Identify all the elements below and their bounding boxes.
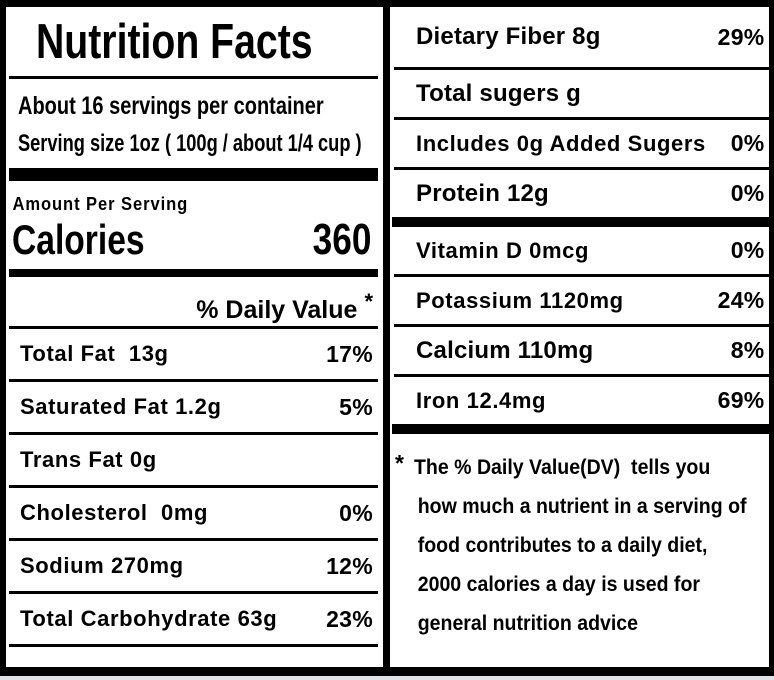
- nutrient-label: Total Fat 13g: [20, 341, 169, 366]
- nutrient-percent: 69%: [717, 387, 765, 413]
- row-divider: [394, 324, 774, 327]
- bottom-spacer: [6, 647, 383, 667]
- nutrient-label: Iron 12.4mg: [416, 387, 547, 413]
- nutrient-label: Potassium 1120mg: [416, 287, 624, 313]
- nutrient-percent: 0%: [730, 180, 765, 206]
- footnote-text: The % Daily Value(DV) tells you how much…: [414, 448, 772, 643]
- nutrient-percent: 8%: [730, 337, 765, 363]
- amount-per-serving-label: Amount Per Serving: [12, 194, 189, 214]
- row-divider: [9, 432, 378, 435]
- row-divider: [394, 117, 774, 120]
- nutrient-label: Protein 12g: [416, 179, 549, 207]
- column-divider: [383, 7, 390, 667]
- footnote-line: 2000 calories a day is used for: [417, 573, 700, 596]
- nutrient-label: Vitamin D 0mcg: [416, 237, 590, 263]
- nutrient-percent: 0%: [730, 237, 765, 263]
- row-divider: [9, 379, 378, 382]
- footnote-line: general nutrition advice: [417, 612, 639, 635]
- nutrient-percent: 0%: [339, 499, 373, 526]
- nutrient-label: Total sugers g: [416, 79, 582, 107]
- title-block: Nutrition Facts: [6, 7, 383, 76]
- nutrient-row-potassium: Potassium 1120mg 24%: [390, 277, 774, 324]
- daily-value-header: % Daily Value *: [6, 277, 383, 326]
- nutrient-percent: 0%: [730, 130, 765, 156]
- nutrient-row-total-fat: Total Fat 13g 17%: [6, 329, 383, 379]
- nutrient-percent: 12%: [326, 552, 373, 579]
- row-divider: [9, 644, 378, 647]
- nutrient-label: Trans Fat 0g: [20, 447, 157, 472]
- calories-value: 360: [312, 215, 371, 264]
- row-divider: [394, 67, 774, 70]
- right-column: Dietary Fiber 8g 29% Total sugers g Incl…: [390, 7, 774, 667]
- nutrient-label: Calcium 110mg: [416, 336, 594, 364]
- nutrient-row-total-carbohydrate: Total Carbohydrate 63g 23%: [6, 594, 383, 644]
- row-divider: [394, 374, 774, 377]
- nutrient-label: Saturated Fat 1.2g: [20, 394, 222, 419]
- calories-row: Calories 360: [6, 215, 383, 269]
- thick-divider-bar: [392, 424, 774, 434]
- thick-divider-bar: [392, 217, 774, 227]
- nutrient-row-calcium: Calcium 110mg 8%: [390, 327, 774, 374]
- servings-per-container: About 16 servings per container: [18, 92, 324, 120]
- nutrient-row-added-sugars: Includes 0g Added Sugers 0%: [390, 120, 774, 167]
- nutrient-row-cholesterol: Cholesterol 0mg 0%: [6, 488, 383, 538]
- footnote-line: The % Daily Value(DV) tells you: [414, 456, 711, 479]
- row-divider: [394, 274, 774, 277]
- footnote-line: how much a nutrient in a serving of: [417, 495, 747, 518]
- nutrient-row-protein: Protein 12g 0%: [390, 170, 774, 217]
- nutrient-label: Sodium 270mg: [20, 553, 184, 578]
- nutrient-percent: 23%: [326, 605, 373, 632]
- nutrient-percent: 17%: [326, 340, 373, 367]
- page-title: Nutrition Facts: [36, 14, 313, 69]
- nutrient-percent: 5%: [339, 393, 373, 420]
- nutrient-percent: 24%: [717, 287, 765, 313]
- footnote-line: food contributes to a daily diet,: [417, 534, 708, 557]
- row-divider: [9, 538, 378, 541]
- nutrient-row-saturated-fat: Saturated Fat 1.2g 5%: [6, 382, 383, 432]
- daily-value-footnote: * The % Daily Value(DV) tells you how mu…: [390, 434, 774, 643]
- serving-size: Serving size 1oz ( 100g / about 1/4 cup …: [18, 130, 362, 157]
- serving-info-block: About 16 servings per container Serving …: [6, 79, 383, 168]
- left-column: Nutrition Facts About 16 servings per co…: [6, 7, 383, 667]
- nutrient-label: Cholesterol 0mg: [20, 500, 209, 525]
- thick-divider-bar: [9, 168, 378, 181]
- nutrient-label: Dietary Fiber 8g: [416, 23, 601, 50]
- daily-value-asterisk: *: [364, 289, 373, 314]
- footnote-asterisk: *: [395, 450, 404, 476]
- nutrient-row-dietary-fiber: Dietary Fiber 8g 29%: [390, 7, 774, 67]
- nutrient-label: Includes 0g Added Sugers: [416, 130, 706, 156]
- daily-value-text: % Daily Value: [196, 296, 358, 324]
- calories-label: Calories: [12, 216, 145, 263]
- nutrient-row-vitamin-d: Vitamin D 0mcg 0%: [390, 227, 774, 274]
- nutrient-row-sodium: Sodium 270mg 12%: [6, 541, 383, 591]
- row-divider: [9, 591, 378, 594]
- nutrient-row-iron: Iron 12.4mg 69%: [390, 377, 774, 424]
- nutrient-row-total-sugars: Total sugers g: [390, 70, 774, 117]
- nutrient-label: Total Carbohydrate 63g: [20, 606, 278, 631]
- row-divider: [394, 167, 774, 170]
- row-divider: [9, 326, 378, 329]
- nutrient-row-trans-fat: Trans Fat 0g: [6, 435, 383, 485]
- medium-divider-bar: [9, 269, 378, 277]
- nutrient-percent: 29%: [717, 23, 765, 50]
- title-divider: [9, 76, 378, 79]
- row-divider: [9, 485, 378, 488]
